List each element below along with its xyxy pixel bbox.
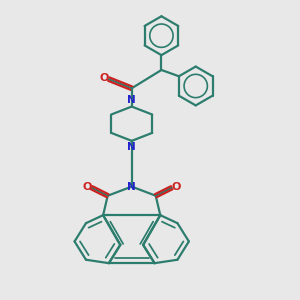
- Text: N: N: [127, 142, 136, 152]
- Text: O: O: [171, 182, 181, 192]
- Text: O: O: [99, 73, 109, 83]
- Text: N: N: [127, 95, 136, 105]
- Text: N: N: [127, 182, 136, 192]
- Text: O: O: [83, 182, 92, 192]
